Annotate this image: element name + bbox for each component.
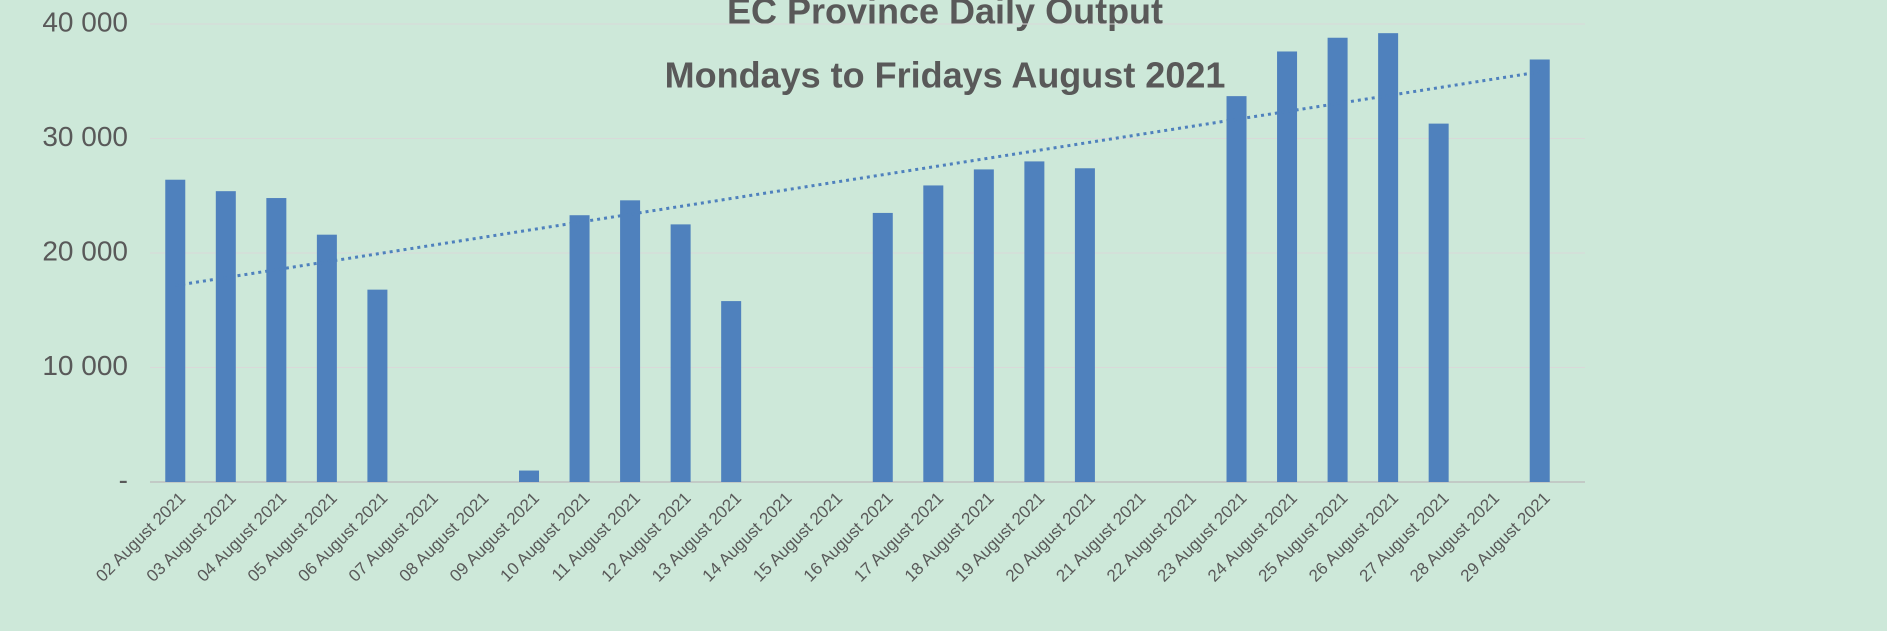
y-tick-label: 10 000 (42, 350, 128, 381)
bar (367, 289, 388, 482)
bar (316, 234, 337, 482)
bar (1529, 59, 1550, 483)
y-tick-label: 20 000 (42, 235, 128, 266)
y-tick-label: - (119, 464, 128, 495)
bar (721, 301, 742, 482)
bar (620, 200, 641, 482)
bar (1226, 96, 1247, 482)
bar (923, 185, 944, 482)
bar (1074, 168, 1095, 482)
bar (1327, 37, 1348, 483)
bar (165, 179, 186, 482)
chart-subtitle: Mondays to Fridays August 2021 (665, 55, 1226, 96)
bar (1378, 33, 1399, 482)
bar (973, 169, 994, 483)
trendline (175, 70, 1540, 287)
bar (519, 470, 540, 482)
bar (872, 212, 893, 483)
bar (1024, 161, 1045, 482)
bar (215, 191, 236, 483)
bar (266, 198, 287, 483)
y-tick-label: 30 000 (42, 121, 128, 152)
bar (1277, 51, 1298, 482)
bar (1428, 123, 1449, 483)
y-tick-label: 40 000 (42, 6, 128, 37)
chart-title: EC Province Daily Output (727, 0, 1163, 32)
bar (670, 224, 691, 482)
bar (569, 215, 590, 482)
